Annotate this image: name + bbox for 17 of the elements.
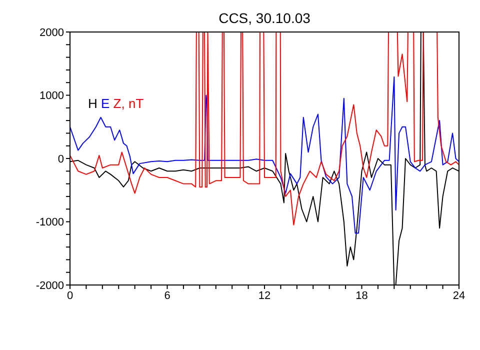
series-label: E	[97, 96, 110, 111]
y-tick-label: 0	[58, 153, 64, 166]
x-tick-label: 0	[66, 290, 74, 302]
text: H	[88, 96, 98, 111]
y-tick-label: 2000	[40, 26, 64, 39]
x-tick-label: 24	[452, 290, 466, 302]
line-series	[70, 76, 459, 234]
line-series	[70, 32, 459, 226]
y-tick-label: -1000	[36, 216, 64, 229]
y-tick-label: 1000	[40, 90, 64, 102]
chart-title: CCS, 30.10.03	[218, 10, 312, 26]
x-tick-label: 18	[356, 290, 368, 302]
text: Z, nT	[110, 96, 144, 111]
x-tick-label: 6	[164, 290, 170, 302]
line-series	[70, 32, 459, 285]
x-tick-label: 12	[258, 290, 271, 302]
y-tick-label: -2000	[36, 280, 64, 292]
